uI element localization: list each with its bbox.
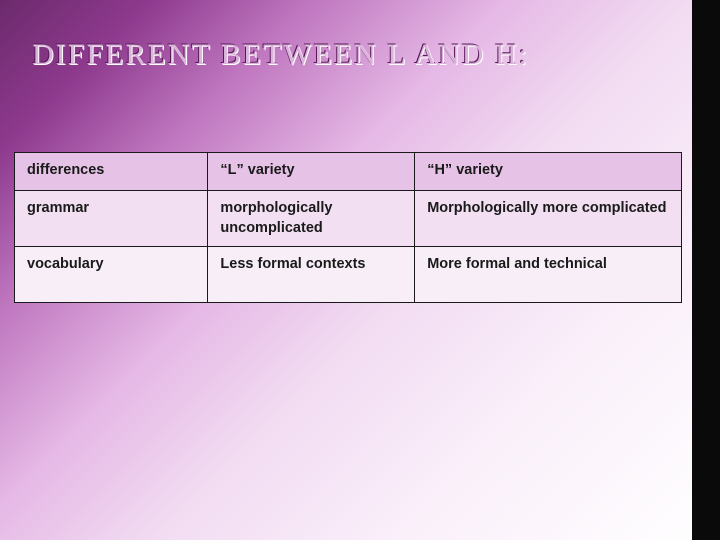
table-cell: Morphologically more complicated — [415, 191, 682, 247]
table-cell: More formal and technical — [415, 247, 682, 303]
table-row: vocabulary Less formal contexts More for… — [15, 247, 682, 303]
table-cell: “L” variety — [208, 153, 415, 191]
table-cell: morphologically uncomplicated — [208, 191, 415, 247]
table-cell: differences — [15, 153, 208, 191]
table-row: differences “L” variety “H” variety — [15, 153, 682, 191]
table-cell: vocabulary — [15, 247, 208, 303]
table-cell: Less formal contexts — [208, 247, 415, 303]
table-cell: grammar — [15, 191, 208, 247]
comparison-table: differences “L” variety “H” variety gram… — [14, 152, 682, 303]
right-sidebar — [692, 0, 720, 540]
slide-title: DIFFERENT BETWEEN L AND H: — [32, 38, 529, 72]
table-cell: “H” variety — [415, 153, 682, 191]
table-row: grammar morphologically uncomplicated Mo… — [15, 191, 682, 247]
